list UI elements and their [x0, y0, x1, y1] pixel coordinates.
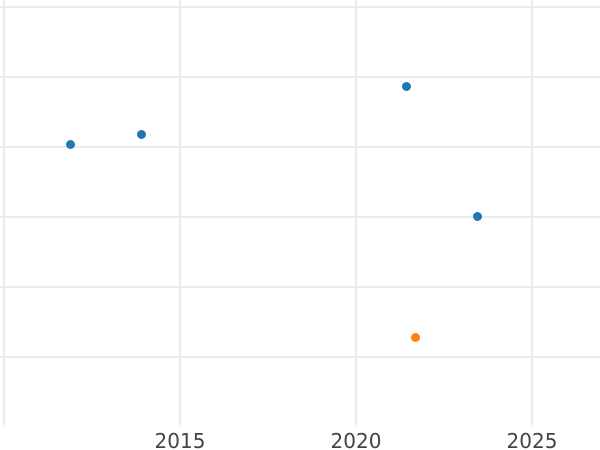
vertical-gridline: [179, 0, 181, 425]
blue-series-point: [472, 211, 482, 221]
horizontal-gridline: [0, 216, 600, 218]
x-axis-tick-label: 2015: [154, 429, 206, 450]
x-axis-tick-label: 2020: [330, 429, 382, 450]
vertical-gridline: [355, 0, 357, 425]
vertical-gridline: [3, 0, 5, 425]
vertical-gridline: [531, 0, 533, 425]
blue-series-point: [65, 140, 75, 149]
horizontal-gridline: [0, 76, 600, 78]
blue-series-point: [401, 81, 411, 91]
horizontal-gridline: [0, 356, 600, 358]
horizontal-gridline: [0, 146, 600, 148]
orange-series-point: [411, 333, 420, 342]
horizontal-gridline: [0, 286, 600, 288]
horizontal-gridline: [0, 6, 600, 8]
x-axis-tick-label: 2025: [506, 429, 558, 450]
blue-series-point: [136, 129, 146, 139]
